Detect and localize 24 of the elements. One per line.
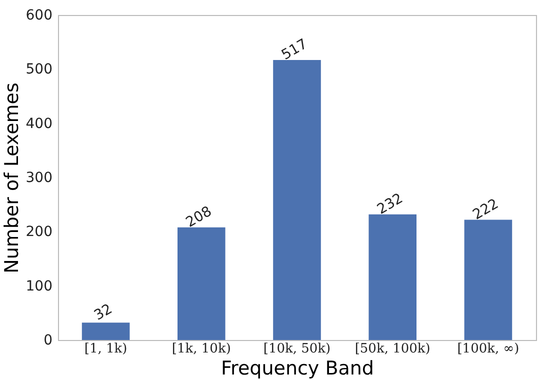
y-axis-title: Number of Lexemes — [0, 82, 23, 274]
data-label: 517 — [279, 36, 310, 64]
y-tick-label: 300 — [26, 170, 52, 186]
bar — [464, 220, 512, 340]
x-tick-label: [1k, 10k) — [172, 342, 231, 356]
bar — [273, 60, 321, 340]
data-label: 208 — [183, 204, 215, 231]
x-axis-title: Frequency Band — [221, 358, 374, 380]
y-tick-label: 600 — [26, 8, 52, 24]
y-tick-label: 0 — [44, 332, 52, 348]
x-tick-label: [100k, ∞) — [457, 342, 520, 356]
bar — [368, 214, 416, 340]
x-tick-label: [50k, 100k) — [354, 342, 430, 356]
data-label: 32 — [92, 301, 116, 324]
data-label: 222 — [470, 196, 502, 224]
y-tick-label: 200 — [26, 224, 52, 240]
bar — [82, 322, 130, 340]
bar — [178, 227, 226, 340]
y-tick-label: 500 — [26, 62, 52, 78]
x-tick-label: [1, 1k) — [84, 342, 128, 356]
y-tick-label: 100 — [26, 278, 52, 294]
y-tick-label: 400 — [26, 116, 52, 132]
data-label: 232 — [374, 190, 406, 218]
x-tick-label: [10k, 50k) — [263, 342, 331, 356]
